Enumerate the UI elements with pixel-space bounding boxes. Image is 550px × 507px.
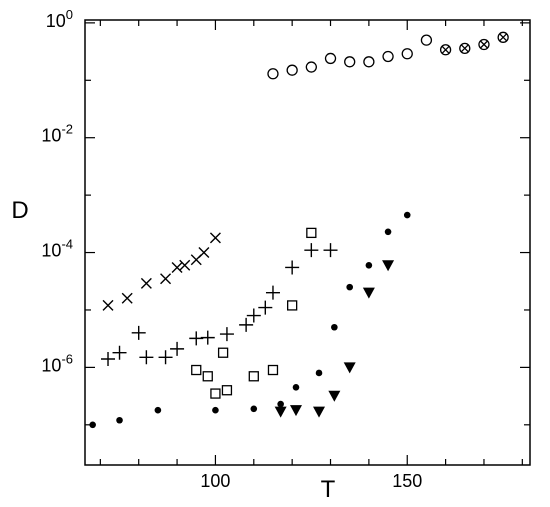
plus-point bbox=[258, 300, 273, 315]
x-tick-label: 150 bbox=[392, 471, 422, 491]
y-minor-ticks bbox=[85, 79, 530, 426]
y-axis-title: D bbox=[11, 197, 28, 224]
x-mark-point bbox=[121, 292, 133, 304]
open-circle-point bbox=[382, 50, 394, 63]
x-mark-point bbox=[160, 273, 172, 285]
filled-triangle-point bbox=[362, 287, 375, 299]
y-tick-label: 10-2 bbox=[41, 122, 73, 146]
filled-triangle-point bbox=[343, 362, 356, 374]
plus-point bbox=[304, 243, 319, 258]
x-axis-title: T bbox=[321, 476, 336, 503]
open-square-point bbox=[248, 371, 259, 382]
x-mark-point bbox=[102, 299, 114, 311]
filled-circle-point bbox=[212, 406, 219, 414]
plus-point bbox=[265, 285, 280, 300]
x-mark-point bbox=[140, 277, 152, 289]
plus-point bbox=[323, 243, 338, 258]
filled-circle-point bbox=[315, 369, 323, 377]
circle-x-point bbox=[497, 31, 509, 43]
filled-triangle-point bbox=[289, 405, 302, 417]
circle-x-point bbox=[478, 38, 490, 51]
open-square-point bbox=[202, 371, 213, 382]
x-mark-point bbox=[198, 247, 210, 259]
filled-circle-point bbox=[154, 406, 162, 414]
open-square-point bbox=[210, 388, 221, 399]
y-major-ticks: 100 10-2 10-4 10-6 bbox=[41, 7, 530, 375]
filled-circle-point bbox=[384, 228, 392, 236]
plus-point bbox=[139, 350, 154, 365]
plus-point bbox=[239, 317, 254, 332]
filled-triangle-point bbox=[274, 406, 287, 418]
x-mark-point bbox=[171, 261, 183, 273]
open-square-point bbox=[217, 347, 229, 358]
open-circle-point bbox=[420, 34, 433, 46]
filled-circle-point bbox=[250, 405, 258, 413]
plus-point bbox=[158, 350, 173, 365]
open-square-point bbox=[306, 227, 317, 239]
y-tick-label: 100 bbox=[46, 7, 73, 31]
plus-point bbox=[101, 351, 116, 366]
plus-point bbox=[219, 327, 234, 342]
open-circle-point bbox=[363, 56, 375, 68]
plus-point bbox=[189, 331, 204, 346]
plus-point bbox=[246, 308, 261, 323]
plus-point bbox=[170, 341, 185, 356]
open-circle-point bbox=[286, 64, 298, 76]
y-tick-label: 10-4 bbox=[41, 237, 73, 261]
open-circle-point bbox=[267, 68, 279, 80]
open-circle-point bbox=[401, 48, 413, 60]
x-tick-label: 100 bbox=[200, 471, 230, 491]
filled-triangle-point bbox=[328, 390, 341, 402]
open-square-point bbox=[267, 364, 279, 376]
filled-circle-point bbox=[403, 211, 411, 219]
filled-circle-point bbox=[365, 261, 373, 269]
open-square-point bbox=[287, 300, 298, 311]
open-circle-point bbox=[344, 56, 356, 68]
filled-circle-point bbox=[89, 421, 96, 429]
y-tick-label: 10-6 bbox=[41, 351, 73, 375]
open-circle-point bbox=[324, 52, 337, 65]
open-circle-point bbox=[305, 61, 317, 73]
plus-point bbox=[200, 330, 215, 345]
open-square-point bbox=[221, 385, 233, 396]
x-ticks: 100 150 bbox=[99, 20, 523, 491]
filled-circle-point bbox=[116, 416, 123, 424]
open-square-point bbox=[191, 364, 202, 376]
filled-circle-point bbox=[292, 383, 300, 391]
circle-x-point bbox=[459, 42, 471, 54]
plus-point bbox=[285, 260, 300, 275]
filled-triangle-point bbox=[382, 260, 395, 272]
x-mark-point bbox=[179, 259, 191, 271]
plus-point bbox=[112, 345, 127, 360]
data-markers bbox=[89, 31, 509, 429]
circle-x-point bbox=[439, 44, 452, 56]
filled-circle-point bbox=[277, 400, 284, 408]
filled-triangle-point bbox=[313, 406, 326, 418]
plus-point bbox=[131, 325, 146, 340]
filled-circle-point bbox=[346, 283, 353, 291]
plot-frame bbox=[84, 19, 531, 466]
x-mark-point bbox=[209, 232, 221, 244]
filled-circle-point bbox=[331, 323, 338, 331]
